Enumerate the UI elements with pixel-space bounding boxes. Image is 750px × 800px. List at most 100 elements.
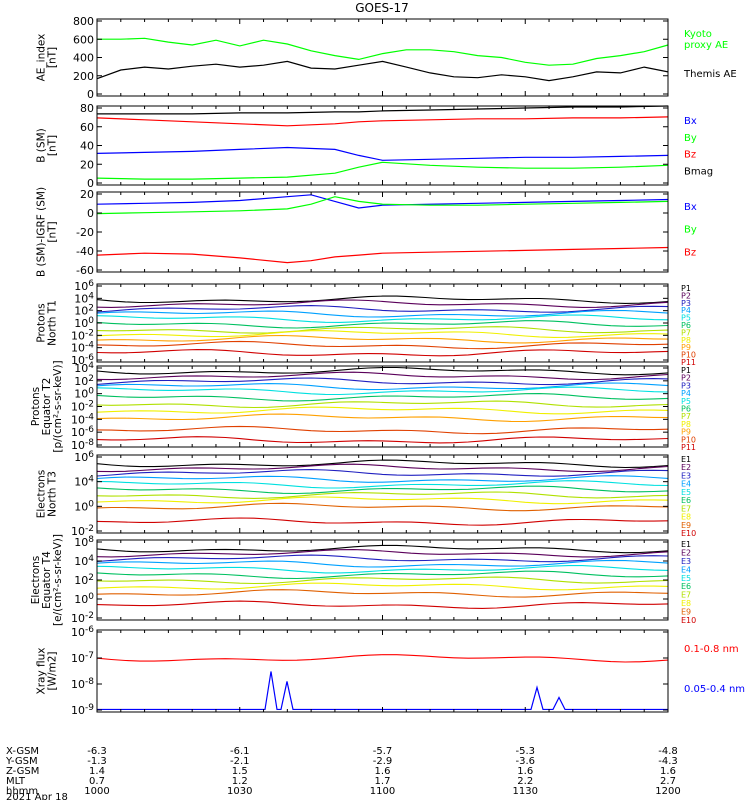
series-line-2: [96, 161, 669, 180]
legend-label: P2: [681, 291, 691, 300]
series-line-4: [97, 105, 669, 115]
legend-label: P10: [681, 351, 696, 360]
y-tick-label: 102: [74, 573, 94, 587]
legend-label: E9: [681, 521, 691, 530]
date-label: 2021 Apr 18: [6, 792, 68, 800]
series-line-9: [96, 502, 669, 512]
series-line-9: [96, 413, 669, 423]
panel-7: 108 104 102 100 10-2 Electrons Equator T4 [e/(c…: [30, 534, 696, 626]
y-tick-label: 80: [80, 102, 94, 115]
series-line-4: [96, 309, 669, 318]
x-axis-value: -6.1: [230, 746, 250, 757]
legend-label: E6: [681, 582, 691, 591]
x-axis-row-label: MLT: [6, 776, 26, 787]
y-tick-label: 600: [73, 33, 94, 46]
y-axis-label: [nT]: [47, 221, 59, 242]
y-axis-label: Electrons: [30, 556, 42, 605]
legend-label: E4: [681, 480, 691, 489]
x-axis-value: 1.2: [232, 776, 248, 787]
legend-label: E7: [681, 591, 691, 600]
series-line-1: [96, 295, 669, 304]
series-line-10: [96, 425, 669, 435]
x-axis-value: 0.7: [89, 776, 105, 787]
legend-label: P4: [681, 389, 691, 398]
series-line-9: [96, 334, 669, 344]
legend-label: P1: [681, 284, 691, 293]
x-axis-value: -3.6: [515, 756, 535, 767]
series-line-6: [96, 393, 669, 402]
legend-label: E9: [681, 608, 691, 617]
x-axis-value: -6.3: [87, 746, 107, 757]
x-axis-value: -2.9: [373, 756, 393, 767]
y-tick-label: -60: [76, 264, 94, 277]
legend-label: Bx: [684, 202, 697, 213]
y-axis-label: B (SM): [36, 128, 48, 162]
legend-label: P5: [681, 397, 691, 406]
y-tick-label: 108: [74, 535, 94, 549]
series-line-6: [96, 570, 669, 580]
x-axis-value: 2.2: [517, 776, 533, 787]
legend-label: P6: [681, 405, 691, 414]
y-tick-label: -40: [76, 245, 94, 258]
series-line-3: [96, 377, 669, 386]
series-line-11: [96, 436, 669, 444]
legend-label: E5: [681, 488, 691, 497]
y-tick-label: 20: [80, 188, 94, 201]
x-axis-value: -5.3: [515, 746, 535, 757]
series-line-5: [96, 480, 669, 489]
series-line-8: [96, 496, 669, 505]
legend-label: P7: [681, 412, 691, 421]
panel-3: 20 0 -20 -40 -60 B (SM)-IGRF (SM) [nT] Bx By Bz: [36, 187, 697, 277]
x-axis-value: 1030: [227, 786, 252, 797]
x-axis-value: 1.5: [232, 766, 248, 777]
series-line-3: [96, 246, 669, 264]
y-tick-label: 10-8: [71, 677, 94, 691]
series-line-4: [96, 559, 669, 568]
series-line-5: [96, 314, 669, 323]
legend-label: proxy AE: [684, 40, 728, 51]
y-axis-label: North T1: [47, 300, 59, 346]
legend-label: E2: [681, 548, 691, 557]
legend-label: 0.05-0.4 nm: [684, 684, 745, 695]
legend-label: E8: [681, 599, 691, 608]
y-tick-label: 10-6: [71, 625, 94, 639]
y-tick-label: 0: [87, 177, 94, 190]
y-tick-label: 0: [87, 88, 94, 101]
y-tick-label: 60: [80, 121, 94, 134]
legend-label: P7: [681, 328, 691, 337]
x-axis-row-label: Y-GSM: [5, 756, 38, 767]
y-tick-label: 800: [73, 15, 94, 28]
series-line-1: [96, 654, 669, 663]
series-line-7: [96, 400, 669, 409]
legend-label: P3: [681, 381, 691, 390]
legend-label: P11: [681, 443, 696, 452]
y-axis-label: B (SM)-IGRF (SM): [36, 187, 48, 277]
y-axis-label: [nT]: [47, 135, 59, 156]
series-line-7: [96, 326, 669, 334]
y-axis-label: Equator T2: [41, 378, 53, 436]
series-line-3: [96, 305, 669, 313]
y-tick-label: 0: [87, 207, 94, 220]
legend-label: E1: [681, 455, 691, 464]
series-line-7: [96, 576, 669, 585]
series-line-8: [96, 582, 669, 591]
legend-label: P9: [681, 428, 691, 437]
x-axis-value: -5.7: [373, 746, 393, 757]
series-line-1: [96, 146, 669, 161]
legend-label: P2: [681, 374, 691, 383]
legend-label: P8: [681, 336, 691, 345]
legend-label: P1: [681, 366, 691, 375]
legend-label: P11: [681, 358, 696, 367]
y-axis-label: Xray flux: [36, 648, 48, 695]
series-line-6: [96, 320, 669, 329]
series-line-10: [96, 600, 669, 609]
legend-label: Bz: [684, 247, 696, 258]
x-axis-row-label: Z-GSM: [6, 766, 39, 777]
legend-label: Kyoto: [684, 29, 712, 40]
x-axis-value: 1130: [513, 786, 538, 797]
series-line-1: [96, 544, 669, 554]
series-line-2: [96, 60, 669, 82]
